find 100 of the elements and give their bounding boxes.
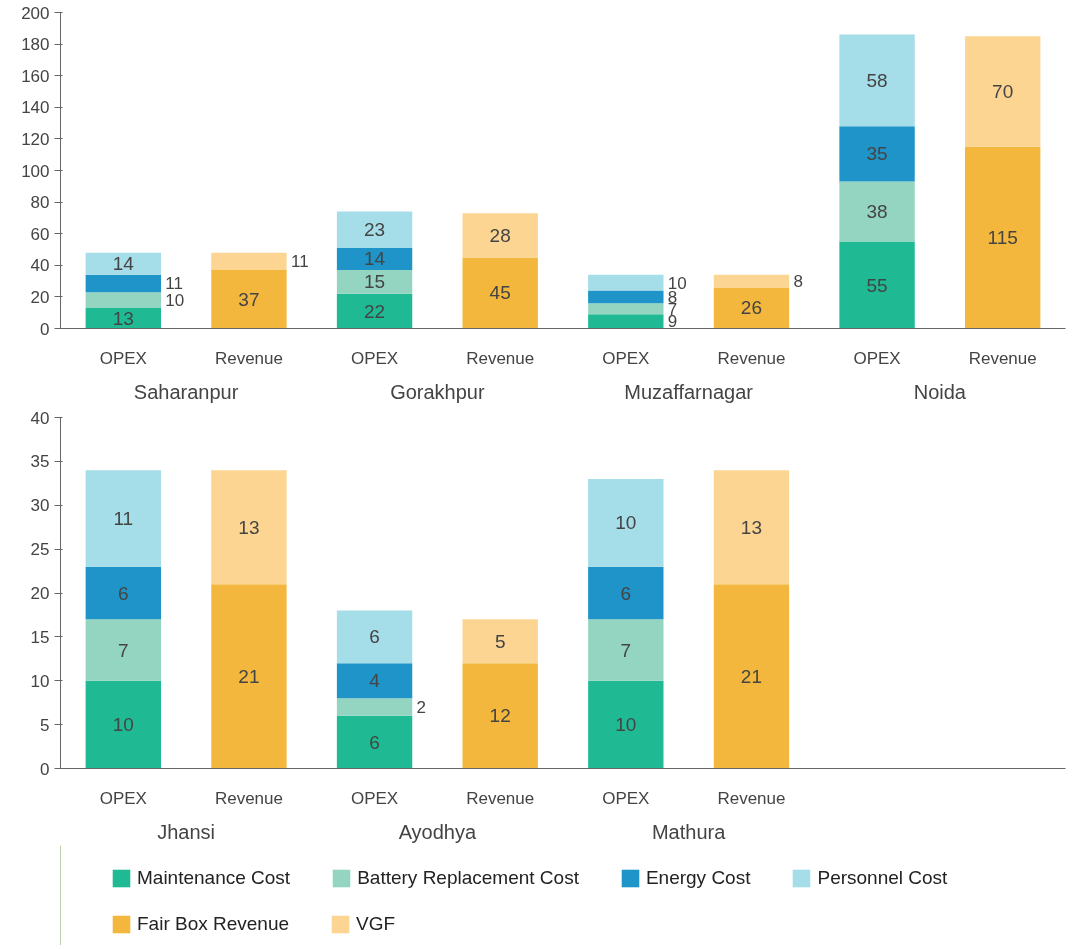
- data-label: 4: [369, 670, 381, 692]
- y-tick-label: 40: [30, 256, 50, 276]
- data-label: 10: [615, 512, 637, 534]
- data-label: 35: [866, 143, 888, 165]
- bar: [462, 663, 538, 769]
- x-tick-label: OPEX: [853, 348, 901, 368]
- data-label: 10: [615, 714, 637, 736]
- data-label: 12: [489, 705, 511, 727]
- bar: [588, 680, 664, 769]
- bar: [839, 241, 915, 329]
- bar: [85, 292, 161, 308]
- bar: [211, 252, 287, 271]
- legend-label: Energy Cost: [645, 867, 751, 889]
- data-label: 6: [369, 626, 380, 648]
- bar: [588, 566, 664, 620]
- y-tick-label: 0: [40, 759, 50, 779]
- y-tick-label: 180: [21, 35, 50, 55]
- y-tick-label: 20: [30, 584, 50, 603]
- data-label: 13: [112, 307, 134, 329]
- bar: [713, 584, 790, 769]
- bar: [588, 303, 664, 315]
- text: Ayodhya: [398, 820, 477, 843]
- bar: [965, 36, 1041, 147]
- legend-label: Personnel Cost: [817, 867, 948, 889]
- x-tick-label: Revenue: [214, 788, 283, 808]
- data-label: 7: [118, 639, 129, 661]
- x-tick-label: Revenue: [214, 348, 283, 368]
- bar: [85, 680, 161, 769]
- data-label: 22: [364, 300, 386, 322]
- data-label: 6: [118, 582, 129, 604]
- bar: [336, 270, 413, 294]
- legend-label: Maintenance Cost: [137, 867, 291, 889]
- data-label: 15: [364, 271, 386, 293]
- y-tick-label: 140: [21, 98, 50, 118]
- bar: [336, 663, 413, 699]
- y-tick-label: 80: [30, 193, 50, 213]
- text: Saharanpur: [133, 380, 239, 403]
- data-label: 13: [238, 516, 260, 538]
- data-label: 14: [364, 248, 386, 270]
- text: Noida: [913, 380, 967, 403]
- text: Gorakhpur: [390, 380, 485, 403]
- bar: [462, 213, 538, 258]
- y-tick-label: 5: [40, 715, 50, 735]
- data-label: 13: [740, 516, 763, 538]
- text: Mathura: [651, 820, 727, 843]
- y-tick-label: 25: [30, 540, 50, 560]
- data-label: 115: [987, 227, 1018, 249]
- y-tick-label: 0: [40, 319, 50, 339]
- bar: [336, 293, 413, 329]
- data-label: 58: [866, 69, 888, 91]
- y-tick-label: 100: [21, 161, 50, 181]
- bar: [211, 584, 287, 769]
- data-label: 2: [416, 698, 427, 718]
- bar: [965, 146, 1041, 329]
- x-tick-label: Revenue: [466, 348, 535, 368]
- data-label: 23: [364, 219, 386, 241]
- data-label: 14: [112, 253, 135, 275]
- bar: [588, 290, 664, 304]
- bar: [85, 252, 161, 275]
- data-label: 5: [494, 630, 506, 652]
- y-tick-label: 160: [21, 66, 50, 86]
- bar: [462, 257, 538, 329]
- x-tick-label: OPEX: [99, 788, 147, 808]
- y-tick-label: 10: [30, 671, 50, 691]
- bar: [588, 619, 664, 681]
- data-label: 70: [992, 81, 1014, 102]
- data-label: 38: [866, 201, 888, 223]
- x-tick-label: OPEX: [602, 348, 650, 368]
- legend-label: VGF: [356, 913, 396, 935]
- bar: [588, 274, 664, 291]
- x-tick-label: Revenue: [717, 348, 786, 368]
- y-tick-label: 20: [30, 287, 50, 307]
- bar: [713, 287, 790, 329]
- bar: [85, 274, 161, 293]
- x-tick-label: Revenue: [968, 348, 1037, 368]
- bar: [336, 715, 413, 769]
- bar: [336, 247, 413, 271]
- y-tick-label: 200: [21, 3, 50, 23]
- data-label: 11: [165, 274, 183, 294]
- bar: [462, 619, 538, 664]
- y-tick-label: 40: [30, 408, 50, 428]
- data-label: 10: [112, 714, 134, 736]
- bar: [336, 698, 413, 716]
- x-tick-label: OPEX: [602, 788, 650, 808]
- y-tick-label: 60: [30, 224, 50, 244]
- text: Jhansi: [157, 820, 216, 843]
- bar: [588, 478, 664, 567]
- bar: [713, 470, 790, 585]
- y-tick-label: 15: [30, 627, 50, 647]
- bar: [211, 270, 287, 329]
- data-label: 6: [369, 731, 380, 753]
- data-label: 11: [113, 507, 134, 529]
- data-label: 21: [238, 665, 260, 687]
- x-tick-label: OPEX: [350, 348, 399, 368]
- legend-label: Battery Replacement Cost: [357, 867, 579, 889]
- y-tick-label: 120: [21, 129, 50, 149]
- data-label: 11: [290, 252, 309, 272]
- data-label: 21: [740, 665, 763, 687]
- data-label: 37: [238, 288, 260, 310]
- data-label: 55: [866, 274, 888, 296]
